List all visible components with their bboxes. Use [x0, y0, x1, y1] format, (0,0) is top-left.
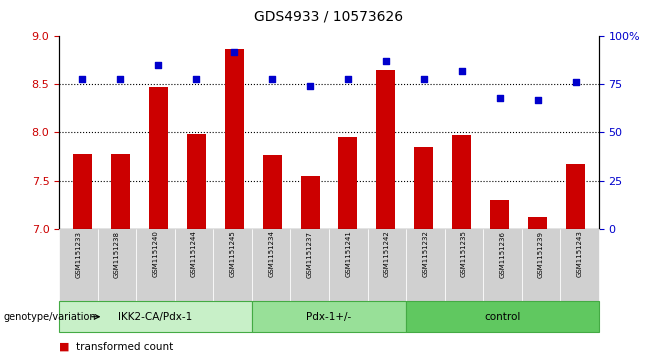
- Bar: [72, 154, 91, 229]
- Bar: [338, 137, 357, 229]
- Text: GSM1151238: GSM1151238: [114, 231, 120, 277]
- Bar: [224, 49, 243, 229]
- Text: GSM1151235: GSM1151235: [461, 231, 467, 277]
- Text: GSM1151241: GSM1151241: [345, 231, 351, 277]
- Text: GSM1151237: GSM1151237: [307, 231, 313, 277]
- Text: GSM1151240: GSM1151240: [153, 231, 159, 277]
- Bar: [453, 135, 472, 229]
- Bar: [111, 154, 130, 229]
- Point: [495, 95, 505, 101]
- Text: GSM1151245: GSM1151245: [230, 231, 236, 277]
- Point: [114, 76, 125, 82]
- Point: [533, 97, 544, 103]
- Bar: [376, 70, 395, 229]
- Point: [153, 62, 163, 68]
- Point: [570, 79, 581, 85]
- Text: GSM1151233: GSM1151233: [76, 231, 82, 277]
- Point: [381, 58, 392, 64]
- Text: transformed count: transformed count: [76, 342, 173, 352]
- Bar: [528, 217, 547, 229]
- Text: IKK2-CA/Pdx-1: IKK2-CA/Pdx-1: [118, 312, 193, 322]
- Text: GSM1151243: GSM1151243: [576, 231, 582, 277]
- Bar: [149, 87, 168, 229]
- Text: GSM1151239: GSM1151239: [538, 231, 544, 277]
- Point: [229, 49, 240, 54]
- Text: Pdx-1+/-: Pdx-1+/-: [307, 312, 351, 322]
- Text: GSM1151242: GSM1151242: [384, 231, 390, 277]
- Text: ■: ■: [59, 342, 70, 352]
- Bar: [415, 147, 434, 229]
- Bar: [263, 155, 282, 229]
- Point: [77, 76, 88, 82]
- Point: [343, 76, 353, 82]
- Point: [418, 76, 429, 82]
- Point: [305, 83, 315, 89]
- Text: GSM1151232: GSM1151232: [422, 231, 428, 277]
- Point: [191, 76, 201, 82]
- Point: [266, 76, 277, 82]
- Text: GSM1151236: GSM1151236: [499, 231, 505, 277]
- Bar: [186, 134, 205, 229]
- Text: GSM1151234: GSM1151234: [268, 231, 274, 277]
- Bar: [490, 200, 509, 229]
- Bar: [301, 176, 320, 229]
- Text: GDS4933 / 10573626: GDS4933 / 10573626: [255, 9, 403, 23]
- Point: [457, 68, 467, 74]
- Bar: [567, 164, 586, 229]
- Text: control: control: [484, 312, 520, 322]
- Text: GSM1151244: GSM1151244: [191, 231, 197, 277]
- Text: genotype/variation: genotype/variation: [3, 312, 96, 322]
